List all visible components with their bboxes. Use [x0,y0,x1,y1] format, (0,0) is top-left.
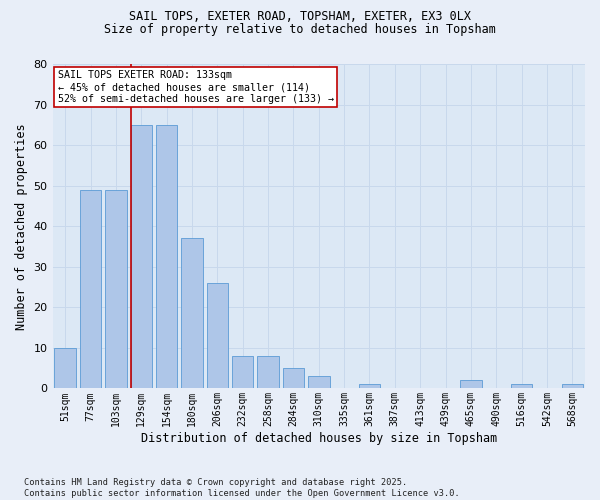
Bar [206,283,228,389]
Bar [105,190,127,388]
Bar [80,190,101,388]
Bar [283,368,304,388]
Y-axis label: Number of detached properties: Number of detached properties [15,123,28,330]
Bar [156,125,178,388]
Bar [181,238,203,388]
X-axis label: Distribution of detached houses by size in Topsham: Distribution of detached houses by size … [140,432,497,445]
Bar [55,348,76,389]
Bar [511,384,532,388]
Text: SAIL TOPS EXETER ROAD: 133sqm
← 45% of detached houses are smaller (114)
52% of : SAIL TOPS EXETER ROAD: 133sqm ← 45% of d… [58,70,334,104]
Bar [562,384,583,388]
Text: SAIL TOPS, EXETER ROAD, TOPSHAM, EXETER, EX3 0LX: SAIL TOPS, EXETER ROAD, TOPSHAM, EXETER,… [129,10,471,23]
Bar [308,376,329,388]
Text: Size of property relative to detached houses in Topsham: Size of property relative to detached ho… [104,22,496,36]
Bar [460,380,482,388]
Bar [359,384,380,388]
Bar [232,356,253,388]
Text: Contains HM Land Registry data © Crown copyright and database right 2025.
Contai: Contains HM Land Registry data © Crown c… [24,478,460,498]
Bar [131,125,152,388]
Bar [257,356,279,388]
